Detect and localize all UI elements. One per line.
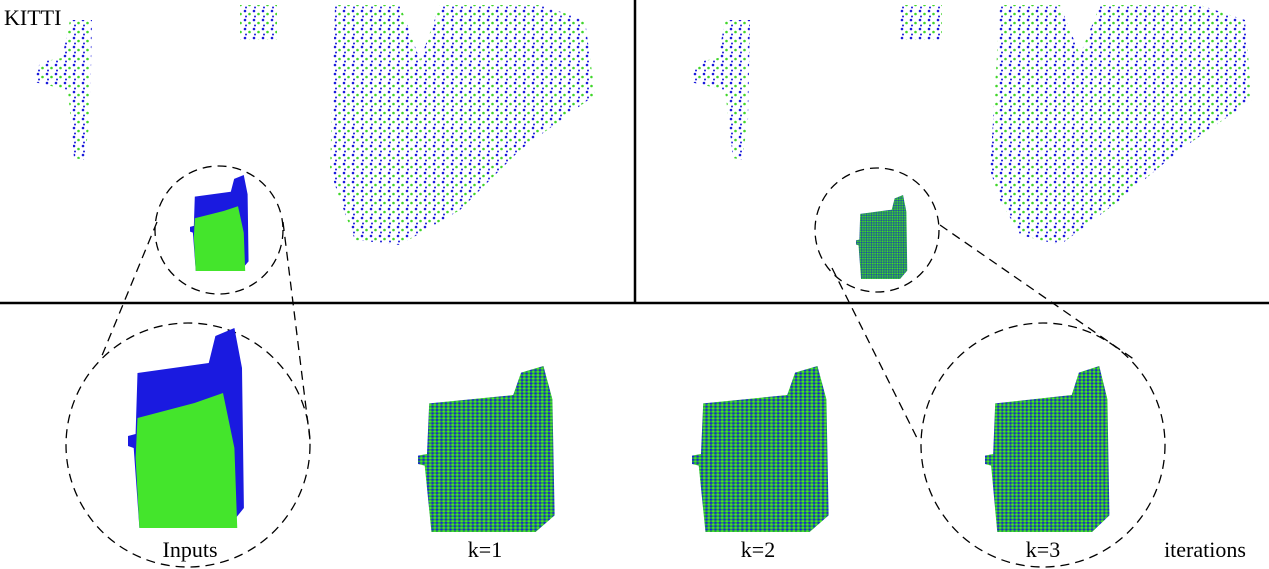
object-k1 xyxy=(418,366,555,532)
object-k3 xyxy=(985,366,1109,532)
object-inputs xyxy=(128,328,244,528)
scene-right xyxy=(690,5,1252,279)
panel-label: k=1 xyxy=(468,537,502,562)
panel-label: k=2 xyxy=(741,537,775,562)
panel-label: k=3 xyxy=(1026,537,1060,562)
figure: KITTI Inputs k=1 k=2 k=3 iterations xyxy=(0,0,1269,569)
object-k2 xyxy=(692,366,829,532)
dataset-label: KITTI xyxy=(4,5,61,30)
scene-left xyxy=(34,5,595,271)
panel-label: Inputs xyxy=(163,537,218,562)
axis-label: iterations xyxy=(1164,537,1246,562)
